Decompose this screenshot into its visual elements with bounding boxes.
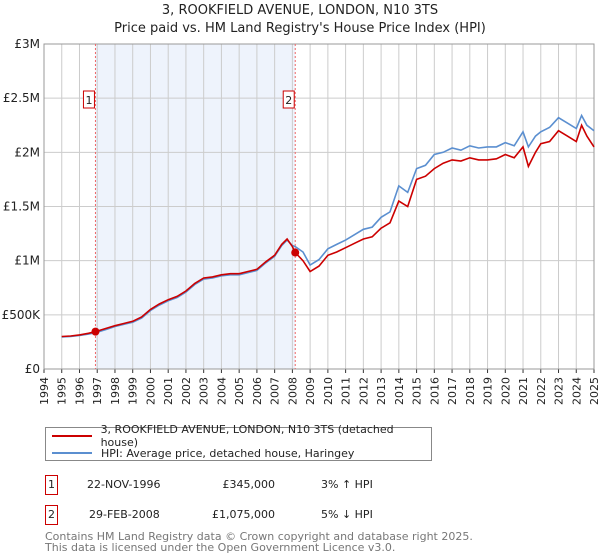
legend-label: 3, ROOKFIELD AVENUE, LONDON, N10 3TS (de…: [100, 423, 394, 449]
transaction-date: 29-FEB-2008: [89, 508, 160, 521]
x-tick-label: 2003: [198, 377, 211, 405]
x-tick-label: 2016: [428, 377, 441, 405]
x-tick-label: 1996: [73, 377, 86, 405]
y-tick-label: £2.5M: [3, 91, 40, 105]
x-tick-label: 2006: [251, 377, 264, 405]
legend-swatch-blue: [52, 452, 92, 454]
chart-subtitle: Price paid vs. HM Land Registry's House …: [114, 21, 486, 36]
x-tick-label: 2004: [215, 377, 228, 405]
x-tick-label: 2012: [357, 377, 370, 405]
legend: 3, ROOKFIELD AVENUE, LONDON, N10 3TS (de…: [45, 423, 432, 461]
footer-line: Contains HM Land Registry data © Crown c…: [45, 530, 473, 543]
legend-swatch-red: [52, 435, 92, 437]
x-tick-label: 1997: [91, 377, 104, 405]
footer-line: This data is licensed under the Open Gov…: [45, 541, 396, 554]
price-chart: 1994 1995 1996 1997 1998 1999 2000 2001 2002 2003…: [2, 37, 600, 405]
x-tick-label: 2011: [340, 377, 353, 405]
transaction-price: £1,075,000: [212, 508, 275, 521]
sale-point: [91, 327, 100, 336]
x-tick-label: 2010: [322, 377, 335, 405]
x-tick-label: 2018: [464, 377, 477, 405]
x-tick-label: 2020: [499, 377, 512, 405]
transaction-hpi: 5% ↓ HPI: [321, 508, 373, 521]
transaction-hpi: 3% ↑ HPI: [321, 478, 373, 491]
legend-item-hpi: HPI: Average price, detached house, Hari…: [52, 445, 354, 461]
x-tick-label: 2023: [553, 377, 566, 405]
sale-marker-box: [282, 90, 295, 109]
transaction-price: £345,000: [222, 478, 276, 491]
x-tick-label: 2025: [588, 377, 600, 405]
x-tick-label: 2013: [375, 377, 388, 405]
x-tick-label: 1994: [38, 377, 51, 405]
y-tick-label: £500K: [2, 308, 42, 322]
x-tick-label: 2015: [411, 377, 424, 405]
x-tick-label: 2000: [144, 377, 157, 405]
y-tick-label: £3M: [14, 37, 40, 51]
y-tick-label: £2M: [14, 145, 40, 159]
y-tick-label: £1.5M: [3, 200, 40, 214]
footer: Contains HM Land Registry data © Crown c…: [45, 531, 473, 553]
property-price-line: [61, 123, 595, 338]
x-tick-label: 2005: [233, 377, 246, 405]
x-tick-label: 2022: [535, 377, 548, 405]
legend-item-property: 3, ROOKFIELD AVENUE, LONDON, N10 3TS (de…: [52, 423, 431, 449]
plot-frame: [43, 43, 595, 370]
transaction-badge: 1: [45, 475, 58, 495]
x-tick-label: 2014: [393, 377, 406, 405]
x-tick-label: 2002: [180, 377, 193, 405]
sale-marker-label: 2: [285, 94, 292, 107]
x-tick-label: 2019: [482, 377, 495, 405]
legend-label: HPI: Average price, detached house, Hari…: [101, 446, 355, 460]
x-tick-label: 2017: [446, 377, 459, 405]
sale-marker-box: [82, 90, 95, 109]
x-tick-label: 2021: [517, 377, 530, 405]
x-tick-label: 2008: [286, 377, 299, 405]
sale-point: [291, 248, 300, 257]
hpi-line: [61, 113, 595, 338]
x-tick-label: 2009: [304, 377, 317, 405]
chart-title: 3, ROOKFIELD AVENUE, LONDON, N10 3TS: [161, 3, 439, 18]
y-tick-label: £0: [25, 362, 40, 376]
x-tick-label: 2001: [162, 377, 175, 405]
x-tick-label: 1999: [127, 377, 140, 405]
x-tick-label: 1998: [109, 377, 122, 405]
x-tick-label: 2007: [269, 377, 282, 405]
x-tick-label: 1995: [56, 377, 69, 405]
x-tick-label: 2024: [570, 377, 583, 405]
y-tick-label: £1M: [14, 254, 40, 268]
transaction-date: 22-NOV-1996: [87, 478, 161, 491]
sale-marker-label: 1: [85, 94, 92, 107]
transaction-badge: 2: [45, 505, 58, 525]
